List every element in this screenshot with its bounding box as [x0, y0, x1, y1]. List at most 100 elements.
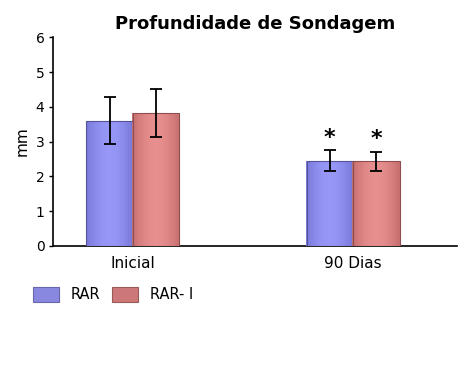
Bar: [347, 161, 349, 246]
Bar: [344, 161, 346, 246]
Bar: [393, 161, 395, 246]
Bar: [382, 161, 384, 246]
Bar: [384, 161, 386, 246]
Bar: [137, 113, 139, 246]
Bar: [357, 161, 359, 246]
Bar: [158, 113, 160, 246]
Bar: [329, 161, 331, 246]
Y-axis label: mm: mm: [15, 127, 30, 156]
Bar: [361, 161, 362, 246]
Bar: [390, 161, 392, 246]
Bar: [307, 161, 353, 246]
Bar: [379, 161, 380, 246]
Bar: [145, 113, 147, 246]
Bar: [346, 161, 348, 246]
Bar: [139, 113, 141, 246]
Bar: [387, 161, 388, 246]
Bar: [394, 161, 396, 246]
Bar: [309, 161, 311, 246]
Bar: [177, 113, 179, 246]
Bar: [165, 113, 167, 246]
Bar: [350, 161, 352, 246]
Bar: [133, 113, 135, 246]
Bar: [316, 161, 318, 246]
Bar: [86, 121, 133, 246]
Bar: [150, 113, 152, 246]
Bar: [99, 121, 101, 246]
Bar: [372, 161, 374, 246]
Bar: [126, 121, 128, 246]
Bar: [314, 161, 316, 246]
Bar: [98, 121, 99, 246]
Bar: [374, 161, 375, 246]
Bar: [138, 113, 140, 246]
Bar: [333, 161, 335, 246]
Bar: [315, 161, 317, 246]
Bar: [87, 121, 89, 246]
Bar: [376, 161, 378, 246]
Bar: [127, 121, 129, 246]
Bar: [322, 161, 324, 246]
Bar: [176, 113, 178, 246]
Bar: [92, 121, 93, 246]
Bar: [132, 113, 134, 246]
Bar: [149, 113, 151, 246]
Bar: [167, 113, 169, 246]
Bar: [334, 161, 336, 246]
Bar: [366, 161, 368, 246]
Bar: [329, 161, 330, 246]
Bar: [110, 121, 112, 246]
Bar: [306, 161, 307, 246]
Bar: [164, 113, 166, 246]
Bar: [160, 113, 161, 246]
Bar: [375, 161, 377, 246]
Bar: [135, 113, 136, 246]
Bar: [389, 161, 391, 246]
Bar: [173, 113, 174, 246]
Bar: [349, 161, 350, 246]
Bar: [343, 161, 345, 246]
Bar: [371, 161, 373, 246]
Bar: [146, 113, 148, 246]
Bar: [101, 121, 103, 246]
Bar: [94, 121, 96, 246]
Bar: [324, 161, 325, 246]
Bar: [388, 161, 390, 246]
Bar: [142, 113, 143, 246]
Text: *: *: [324, 128, 336, 148]
Bar: [103, 121, 105, 246]
Bar: [354, 161, 355, 246]
Bar: [96, 121, 98, 246]
Bar: [377, 161, 379, 246]
Bar: [325, 161, 327, 246]
Bar: [321, 161, 323, 246]
Bar: [312, 161, 313, 246]
Bar: [117, 121, 118, 246]
Bar: [162, 113, 164, 246]
Bar: [379, 161, 381, 246]
Bar: [130, 121, 131, 246]
Bar: [331, 161, 332, 246]
Bar: [178, 113, 180, 246]
Bar: [391, 161, 393, 246]
Bar: [326, 161, 328, 246]
Bar: [339, 161, 341, 246]
Bar: [362, 161, 363, 246]
Bar: [156, 113, 158, 246]
Bar: [133, 113, 179, 246]
Bar: [124, 121, 126, 246]
Bar: [313, 161, 315, 246]
Bar: [95, 121, 97, 246]
Bar: [359, 161, 361, 246]
Bar: [307, 161, 309, 246]
Bar: [168, 113, 169, 246]
Bar: [120, 121, 122, 246]
Bar: [144, 113, 146, 246]
Bar: [152, 113, 154, 246]
Bar: [170, 113, 172, 246]
Bar: [354, 161, 356, 246]
Text: *: *: [371, 129, 382, 149]
Bar: [143, 113, 144, 246]
Bar: [175, 113, 177, 246]
Title: Profundidade de Sondagem: Profundidade de Sondagem: [115, 15, 396, 33]
